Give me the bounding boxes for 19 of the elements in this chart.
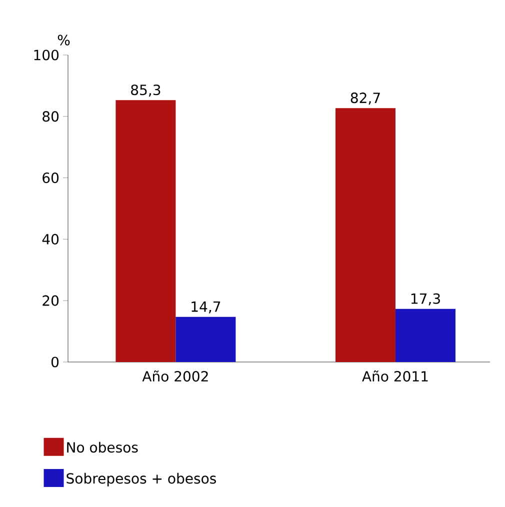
data-label: 85,3 xyxy=(131,84,160,97)
bar xyxy=(116,100,176,362)
bar xyxy=(335,108,396,362)
y-tick-label: 60 xyxy=(42,172,59,184)
bar xyxy=(395,308,456,362)
y-tick-label: 100 xyxy=(34,50,59,60)
x-tick-label: Año 2002 xyxy=(142,370,208,382)
legend-label: No obesos xyxy=(67,442,138,453)
bar xyxy=(176,316,236,362)
y-tick-label: 20 xyxy=(42,295,59,306)
y-tick-label: 80 xyxy=(42,111,59,122)
data-label: 82,7 xyxy=(350,92,380,105)
y-axis-title: % xyxy=(58,34,70,46)
data-label: 14,7 xyxy=(192,302,220,314)
legend-label: Sobrepesos + obesos xyxy=(66,472,216,486)
y-tick-label: 0 xyxy=(51,356,59,368)
x-tick-label: Año 2011 xyxy=(362,370,428,382)
data-label: 17,3 xyxy=(411,293,440,306)
y-tick-label: 40 xyxy=(42,234,59,244)
